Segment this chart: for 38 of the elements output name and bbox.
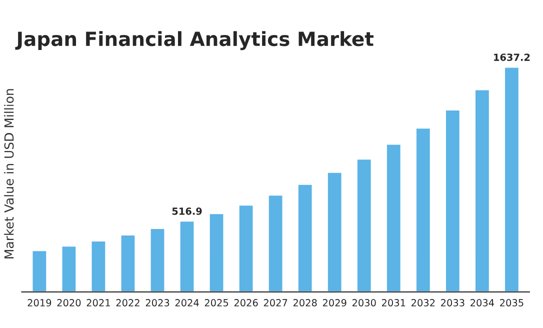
bar (297, 184, 314, 292)
data-label: 1637.2 (494, 54, 530, 61)
bar (238, 204, 254, 292)
x-tick-label: 2020 (57, 299, 81, 306)
x-tick-label: 2034 (470, 299, 494, 306)
x-tick-label: 2021 (86, 299, 110, 306)
bar (415, 127, 432, 292)
bar (178, 220, 196, 292)
chart-title: Japan Financial Analytics Market (15, 31, 374, 50)
bar (208, 212, 225, 292)
bar (444, 109, 461, 292)
bar (149, 228, 166, 292)
bar (120, 234, 136, 292)
x-tick-label: 2025 (204, 299, 228, 306)
x-tick-label: 2032 (412, 299, 435, 306)
x-tick-label: 2027 (264, 299, 288, 306)
x-tick-label: 2029 (322, 299, 346, 306)
x-tick-label: 2031 (382, 299, 406, 306)
bar (326, 171, 343, 292)
x-tick-label: 2026 (234, 299, 258, 306)
x-tick-label: 2024 (175, 299, 199, 306)
bar (31, 250, 48, 292)
data-label: 516.9 (172, 208, 202, 215)
x-tick-label: 2022 (116, 299, 140, 306)
y-axis-title: Market Value in USD Million (4, 89, 14, 258)
bar (90, 240, 107, 292)
x-tick-label: 2035 (500, 299, 524, 306)
bar (474, 88, 490, 292)
x-tick-label: 2033 (441, 299, 464, 306)
bar (386, 143, 402, 292)
x-tick-label: 2030 (352, 299, 376, 306)
bar (268, 194, 284, 292)
x-tick-label: 2023 (146, 299, 170, 306)
bar (356, 158, 372, 292)
bar (504, 66, 520, 292)
bar (60, 245, 78, 292)
x-tick-label: 2028 (293, 299, 317, 306)
x-tick-label: 2019 (28, 299, 52, 306)
